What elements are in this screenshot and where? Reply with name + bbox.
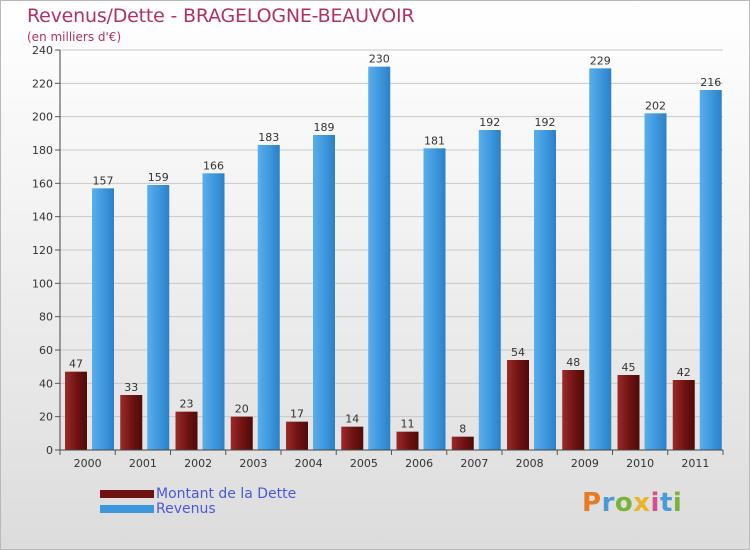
data-label-debt-2005: 14 bbox=[345, 413, 359, 426]
x-tick-label: 2000 bbox=[74, 457, 102, 470]
bar-revenue-2009 bbox=[589, 68, 612, 450]
bar-revenue-2011 bbox=[699, 90, 722, 450]
data-label-revenue-2005: 230 bbox=[369, 53, 390, 66]
x-tick-label: 2001 bbox=[129, 457, 157, 470]
y-tick-label: 120 bbox=[32, 244, 53, 257]
bar-debt-2005 bbox=[341, 426, 364, 450]
bar-debt-2000 bbox=[65, 371, 87, 450]
bar-revenue-2008 bbox=[534, 130, 556, 450]
x-tick-label: 2006 bbox=[405, 457, 433, 470]
x-tick-label: 2009 bbox=[571, 457, 599, 470]
legend-item-debt: Montant de la Dette bbox=[100, 485, 297, 502]
y-tick-label: 240 bbox=[32, 44, 53, 57]
y-tick-label: 80 bbox=[39, 311, 53, 324]
x-tick-label: 2003 bbox=[239, 457, 267, 470]
bar-revenue-2006 bbox=[423, 148, 446, 451]
data-label-debt-2001: 33 bbox=[124, 381, 138, 394]
y-tick-label: 200 bbox=[32, 111, 53, 124]
bar-revenue-2004 bbox=[313, 135, 335, 450]
data-label-revenue-2008: 192 bbox=[535, 116, 556, 129]
data-label-debt-2004: 17 bbox=[290, 408, 304, 421]
bar-revenue-2010 bbox=[644, 113, 667, 450]
x-tick-label: 2008 bbox=[516, 457, 544, 470]
x-tick-label: 2011 bbox=[681, 457, 709, 470]
y-tick-label: 60 bbox=[39, 344, 53, 357]
legend-swatch-revenue bbox=[100, 504, 154, 513]
legend-swatch-debt bbox=[100, 489, 154, 498]
y-tick-label: 220 bbox=[32, 77, 53, 90]
x-tick-label: 2004 bbox=[295, 457, 323, 470]
bar-revenue-2001 bbox=[147, 185, 170, 450]
chart-title: Revenus/Dette - BRAGELOGNE-BEAUVOIR bbox=[27, 5, 415, 27]
bar-revenue-2003 bbox=[257, 145, 280, 450]
data-label-revenue-2006: 181 bbox=[424, 134, 445, 147]
y-tick-label: 100 bbox=[32, 277, 53, 290]
proxiti-logo: Proxiti bbox=[582, 488, 683, 518]
data-label-revenue-2011: 216 bbox=[700, 76, 721, 89]
bar-debt-2006 bbox=[396, 431, 419, 450]
data-label-debt-2006: 11 bbox=[401, 418, 415, 431]
data-label-revenue-2001: 159 bbox=[148, 171, 169, 184]
bar-debt-2008 bbox=[507, 360, 529, 450]
data-label-debt-2008: 54 bbox=[511, 346, 525, 359]
data-label-debt-2000: 47 bbox=[69, 358, 83, 371]
data-label-debt-2010: 45 bbox=[622, 361, 636, 374]
y-tick-label: 20 bbox=[39, 411, 53, 424]
data-label-debt-2003: 20 bbox=[235, 403, 249, 416]
data-label-revenue-2002: 166 bbox=[203, 159, 224, 172]
bar-debt-2010 bbox=[617, 375, 640, 450]
x-tick-label: 2002 bbox=[184, 457, 212, 470]
legend-item-revenue: Revenus bbox=[100, 500, 296, 517]
data-label-debt-2011: 42 bbox=[677, 366, 691, 379]
bar-revenue-2000 bbox=[92, 188, 114, 451]
x-tick-label: 2007 bbox=[460, 457, 488, 470]
bar-revenue-2002 bbox=[202, 173, 225, 451]
x-tick-label: 2005 bbox=[350, 457, 378, 470]
data-label-revenue-2004: 189 bbox=[314, 121, 335, 134]
bar-revenue-2007 bbox=[478, 130, 501, 450]
data-label-revenue-2007: 192 bbox=[479, 116, 500, 129]
bar-revenue-2005 bbox=[368, 66, 391, 451]
legend-label-revenue: Revenus bbox=[156, 500, 216, 517]
bar-debt-2007 bbox=[451, 436, 474, 450]
y-tick-label: 40 bbox=[39, 377, 53, 390]
chart-legend: Montant de la Dette Revenus bbox=[100, 485, 297, 517]
legend-label-debt: Montant de la Dette bbox=[156, 485, 297, 502]
data-label-debt-2007: 8 bbox=[459, 423, 466, 436]
y-tick-label: 140 bbox=[32, 211, 53, 224]
y-tick-label: 0 bbox=[46, 444, 53, 457]
data-label-debt-2009: 48 bbox=[566, 356, 580, 369]
x-tick-label: 2010 bbox=[626, 457, 654, 470]
data-label-revenue-2003: 183 bbox=[258, 131, 279, 144]
chart-subtitle: (en milliers d'€) bbox=[27, 30, 122, 44]
data-label-revenue-2009: 229 bbox=[590, 54, 611, 67]
y-tick-label: 180 bbox=[32, 144, 53, 157]
data-label-revenue-2000: 157 bbox=[93, 174, 114, 187]
bar-debt-2004 bbox=[286, 421, 308, 450]
data-label-revenue-2010: 202 bbox=[645, 99, 666, 112]
data-label-debt-2002: 23 bbox=[180, 398, 194, 411]
bar-debt-2002 bbox=[175, 411, 198, 450]
y-tick-label: 160 bbox=[32, 177, 53, 190]
bar-debt-2003 bbox=[230, 416, 253, 450]
bar-debt-2001 bbox=[120, 395, 143, 450]
bar-debt-2011 bbox=[672, 380, 695, 450]
bar-debt-2009 bbox=[562, 370, 585, 450]
